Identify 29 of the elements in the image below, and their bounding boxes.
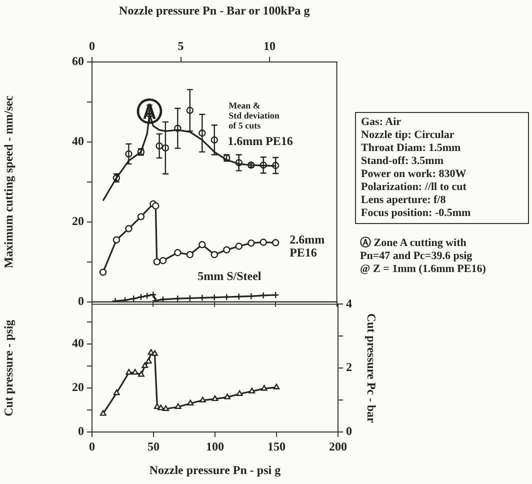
x-tick-label: 200 [329, 439, 347, 454]
x2-tick-label: 0 [89, 38, 95, 53]
y2-tick-label: 2 [346, 360, 352, 374]
x2-tick-label: 10 [264, 38, 276, 53]
y2-tick-label: 4 [346, 296, 352, 310]
y-tick-label: 20 [72, 214, 84, 228]
text: Ⓐ Zone A cutting with Pn=47 and Pc=39.6 psig @ Z = 1mm (1.6mm PE16) [360, 237, 486, 275]
x-tick-label: 50 [148, 439, 160, 454]
annotation: Mean & Std deviation of 5 cuts [228, 100, 280, 131]
y-axis-title: Maximum cutting speed - mm/sec [1, 94, 16, 268]
y-tick-label: 60 [72, 54, 84, 68]
y-tick-label: 0 [78, 424, 84, 438]
x-tick-label: 150 [268, 439, 286, 454]
x2-tick-label: 5 [178, 38, 184, 53]
y-tick-label: 40 [72, 336, 84, 350]
series-label: 2.6mm PE16 [290, 232, 325, 260]
y2-axis-title: Cut pressure Pc - bar [364, 313, 379, 424]
x-tick-label: 0 [89, 439, 95, 454]
series-label: 1.6mm PE16 [228, 134, 293, 148]
y-axis-title: Cut pressure - psig [1, 320, 16, 416]
x-tick-label: 100 [206, 439, 224, 454]
x-axis-title: Nozzle pressure Pn - psi g [149, 462, 281, 477]
text: Gas: Air Nozzle tip: Circular Throat Diam: 1.5mm Stand-off: 3.5mm Power on work: 830W Polarization: //ll to cut Lens aperture: f/8 Focus position: -0.5mm [361, 116, 471, 219]
x2-axis-title: Nozzle pressure Pn - Bar or 100kPa g [119, 3, 310, 18]
y2-tick-label: 0 [346, 424, 352, 438]
y-tick-label: 0 [78, 294, 84, 308]
series-label: 5mm S/Steel [198, 269, 262, 284]
y-tick-label: 20 [72, 380, 84, 394]
y-tick-label: 40 [72, 134, 84, 148]
